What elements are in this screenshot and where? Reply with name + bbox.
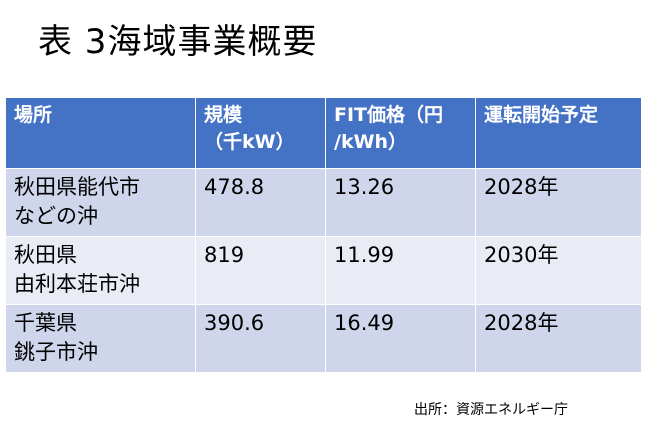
source-note: 出所：資源エネルギー庁 bbox=[414, 402, 568, 418]
cell-line: /kWh） bbox=[334, 131, 408, 153]
cell-line: 390.6 bbox=[204, 311, 265, 335]
cell-line: FIT価格（円 bbox=[334, 104, 444, 126]
table-cell: 819 bbox=[195, 236, 326, 305]
table-cell: 千葉県 銚子市沖 bbox=[5, 304, 196, 373]
table-cell: 11.99 bbox=[325, 236, 476, 305]
cell-line: 由利本荘市沖 bbox=[14, 272, 140, 296]
table-cell: 13.26 bbox=[325, 168, 476, 237]
cell-line: 秋田県 bbox=[14, 243, 77, 267]
table: 場所 規模 （千kW） FIT価格（円/kWh） 運転開始予定 秋田県能代市 などの沖 47… bbox=[5, 97, 642, 373]
cell-line: 13.26 bbox=[334, 175, 395, 199]
cell-line: 2028年 bbox=[484, 311, 559, 335]
table-cell: 390.6 bbox=[195, 304, 326, 373]
cell-line: 478.8 bbox=[204, 175, 265, 199]
cell-line: 場所 bbox=[14, 104, 53, 126]
cell-line: 規模 bbox=[204, 104, 243, 126]
cell-line: 819 bbox=[204, 243, 245, 267]
table-cell: 16.49 bbox=[325, 304, 476, 373]
table-cell: 478.8 bbox=[195, 168, 326, 237]
column-header: 運転開始予定 bbox=[475, 97, 642, 169]
column-header: 場所 bbox=[5, 97, 196, 169]
header-row: 場所 規模 （千kW） FIT価格（円/kWh） 運転開始予定 bbox=[5, 97, 642, 169]
table-row: 秋田県由利本荘市沖 819 11.99 2030年 bbox=[5, 236, 642, 305]
table-cell: 2030年 bbox=[475, 236, 642, 305]
title: 表 3海域事業概要 bbox=[38, 22, 318, 62]
table-row: 秋田県能代市 などの沖 478.8 13.26 2028年 bbox=[5, 168, 642, 237]
cell-line: 16.49 bbox=[334, 311, 395, 335]
cell-line: 11.99 bbox=[334, 243, 395, 267]
table-body: 秋田県能代市 などの沖 478.8 13.26 2028年 秋田県 由利本荘市沖 819 11.… bbox=[5, 168, 642, 373]
cell-line: 秋田県能代市 bbox=[14, 175, 140, 199]
cell-line: 千葉県 bbox=[14, 311, 77, 335]
table-cell: 秋田県能代市 などの沖 bbox=[5, 168, 196, 237]
cell-line: 2030年 bbox=[484, 243, 559, 267]
column-header: FIT価格（円/kWh） bbox=[325, 97, 476, 169]
cell-line: などの沖 bbox=[14, 204, 98, 228]
cell-line: 運転開始予定 bbox=[484, 104, 599, 126]
cell-line: 銚子市沖 bbox=[14, 340, 98, 364]
column-header: 規模 （千kW） bbox=[195, 97, 326, 169]
cell-line: 2028年 bbox=[484, 175, 559, 199]
table-row: 千葉県銚子市沖 390.6 16.49 2028年 bbox=[5, 304, 642, 373]
table-cell: 秋田県 由利本荘市沖 bbox=[5, 236, 196, 305]
cell-line: （千kW） bbox=[204, 131, 295, 153]
table-cell: 2028年 bbox=[475, 168, 642, 237]
table-cell: 2028年 bbox=[475, 304, 642, 373]
